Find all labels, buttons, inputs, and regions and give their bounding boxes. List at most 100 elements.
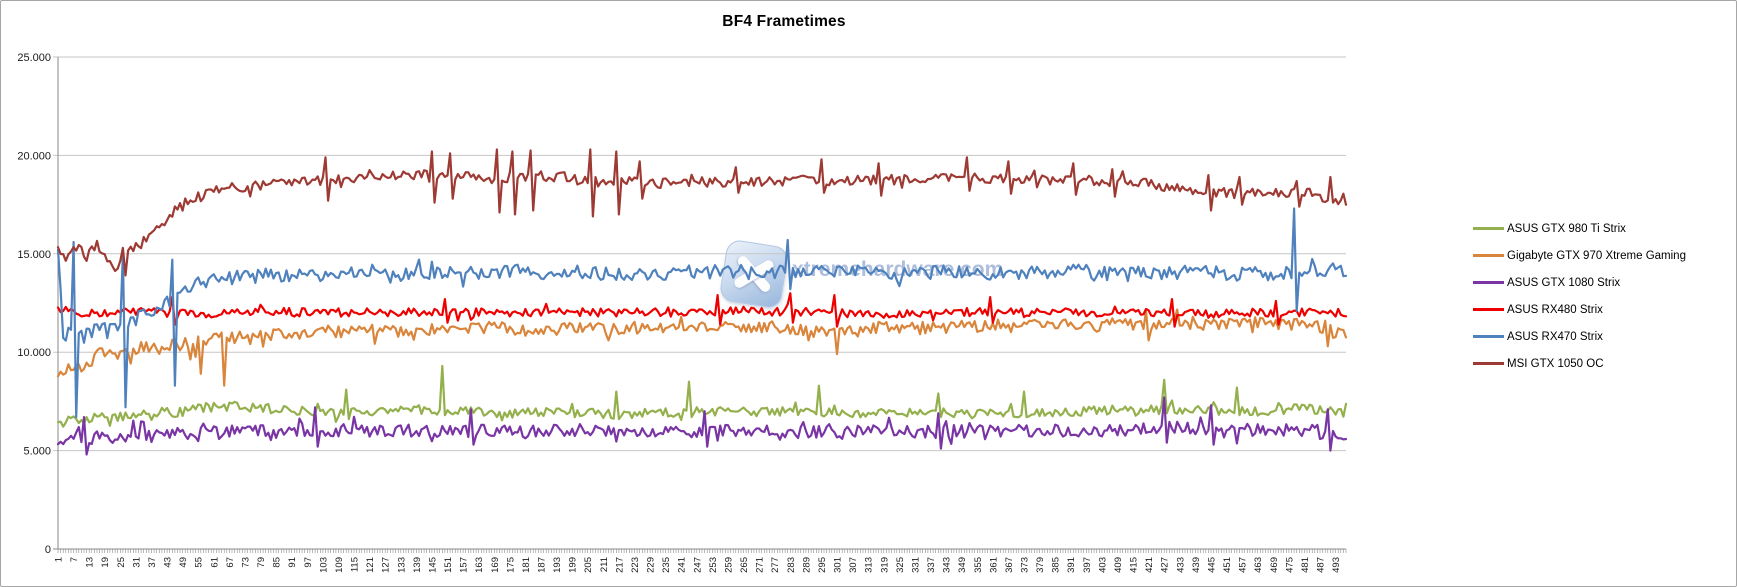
- x-tick-label: 175: [505, 557, 516, 573]
- series-line-asus-gtx-980-ti-strix: [56, 364, 1348, 428]
- x-tick-label: 457: [1238, 557, 1249, 573]
- series-line-msi-gtx-1050-oc: [56, 148, 1348, 277]
- legend-label: ASUS RX480 Strix: [1507, 303, 1603, 316]
- x-tick-label: 181: [521, 557, 532, 573]
- x-tick-label: 277: [770, 557, 781, 573]
- x-tick-label: 337: [926, 557, 937, 573]
- x-tick-label: 385: [1051, 557, 1062, 573]
- legend: ASUS GTX 980 Ti Strix Gigabyte GTX 970 Xt…: [1473, 215, 1686, 377]
- x-tick-label: 463: [1253, 557, 1264, 573]
- legend-label: MSI GTX 1050 OC: [1507, 357, 1604, 370]
- x-tick-label: 475: [1284, 557, 1295, 573]
- x-tick-label: 61: [209, 557, 220, 568]
- y-tick-label: 10.000: [17, 347, 51, 359]
- x-tick-label: 493: [1331, 557, 1342, 573]
- x-tick-label: 157: [459, 557, 470, 573]
- legend-item: MSI GTX 1050 OC: [1473, 350, 1686, 377]
- x-tick-label: 19: [100, 557, 111, 568]
- x-tick-label: 241: [677, 557, 688, 573]
- x-tick-label: 145: [427, 557, 438, 573]
- x-tick-label: 451: [1222, 557, 1233, 573]
- x-tick-label: 259: [724, 557, 735, 573]
- x-tick-label: 439: [1191, 557, 1202, 573]
- x-tick-label: 487: [1316, 557, 1327, 573]
- x-tick-label: 205: [583, 557, 594, 573]
- x-tick-label: 319: [879, 557, 890, 573]
- x-tick-label: 331: [910, 557, 921, 573]
- x-tick-label: 445: [1207, 557, 1218, 573]
- x-tick-label: 343: [942, 557, 953, 573]
- x-tick-label: 229: [646, 557, 657, 573]
- x-tick-label: 301: [833, 557, 844, 573]
- y-tick-label: 15.000: [17, 249, 51, 261]
- x-tick-label: 163: [474, 557, 485, 573]
- x-tick-label: 361: [988, 557, 999, 573]
- x-tick-label: 31: [131, 557, 142, 568]
- x-tick-label: 73: [241, 557, 252, 568]
- legend-item: ASUS RX470 Strix: [1473, 323, 1686, 350]
- legend-item: Gigabyte GTX 970 Xtreme Gaming: [1473, 242, 1686, 269]
- series-line-asus-rx470-strix: [56, 207, 1348, 419]
- x-tick-label: 325: [895, 557, 906, 573]
- x-tick-label: 235: [661, 557, 672, 573]
- legend-swatch: [1473, 308, 1504, 311]
- x-tick-label: 433: [1175, 557, 1186, 573]
- legend-label: ASUS GTX 980 Ti Strix: [1507, 222, 1626, 235]
- x-tick-label: 49: [178, 557, 189, 568]
- x-tick-label: 397: [1082, 557, 1093, 573]
- x-tick-label: 409: [1113, 557, 1124, 573]
- series-line-asus-gtx-1080-strix: [56, 396, 1348, 456]
- legend-swatch: [1473, 335, 1504, 338]
- x-tick-label: 139: [412, 557, 423, 573]
- watermark: xtremehardware.com: [718, 238, 1004, 310]
- watermark-text: xtremehardware.com: [792, 258, 1004, 281]
- x-tick-label: 391: [1066, 557, 1077, 573]
- x-tick-label: 109: [334, 557, 345, 573]
- x-tick-label: 7: [69, 557, 80, 562]
- x-tick-label: 91: [287, 557, 298, 568]
- legend-item: ASUS GTX 980 Ti Strix: [1473, 215, 1686, 242]
- x-tick-label: 283: [786, 557, 797, 573]
- series-line-gigabyte-gtx-970-xtreme-gaming: [56, 308, 1348, 387]
- x-tick-label: 373: [1020, 557, 1031, 573]
- legend-label: ASUS RX470 Strix: [1507, 330, 1603, 343]
- x-tick-label: 415: [1129, 557, 1140, 573]
- x-tick-label: 199: [568, 557, 579, 573]
- x-tick-label: 1: [54, 557, 65, 562]
- x-tick-label: 151: [443, 557, 454, 573]
- x-tick-label: 355: [973, 557, 984, 573]
- x-tick-label: 55: [194, 557, 205, 568]
- y-tick-label: 5.000: [23, 446, 51, 458]
- legend-item: ASUS RX480 Strix: [1473, 296, 1686, 323]
- x-tick-label: 115: [350, 557, 361, 572]
- x-tick-label: 169: [490, 557, 501, 573]
- legend-label: Gigabyte GTX 970 Xtreme Gaming: [1507, 249, 1686, 262]
- x-tick-label: 217: [614, 557, 625, 573]
- x-tick-label: 25: [116, 557, 127, 568]
- x-tick-label: 85: [272, 557, 283, 568]
- x-tick-label: 379: [1035, 557, 1046, 573]
- x-tick-label: 127: [381, 557, 392, 573]
- legend-swatch: [1473, 281, 1504, 284]
- x-tick-label: 223: [630, 557, 641, 573]
- x-tick-label: 469: [1269, 557, 1280, 573]
- x-tick-label: 427: [1160, 557, 1171, 573]
- chart-title: BF4 Frametimes: [722, 13, 846, 30]
- x-tick-label: 67: [225, 557, 236, 568]
- legend-item: ASUS GTX 1080 Strix: [1473, 269, 1686, 296]
- x-tick-label: 187: [537, 557, 548, 573]
- x-tick-label: 43: [163, 557, 174, 568]
- x-tick-label: 295: [817, 557, 828, 573]
- x-tick-label: 37: [147, 557, 158, 568]
- x-tick-label: 289: [801, 557, 812, 573]
- x-tick-label: 271: [755, 557, 766, 573]
- legend-swatch: [1473, 362, 1504, 365]
- x-tick-marks: [57, 549, 1347, 553]
- x-tick-label: 403: [1097, 557, 1108, 573]
- x-tick-label: 79: [256, 557, 267, 568]
- x-tick-label: 211: [599, 557, 610, 572]
- x-tick-label: 313: [864, 557, 875, 573]
- x-tick-label: 193: [552, 557, 563, 573]
